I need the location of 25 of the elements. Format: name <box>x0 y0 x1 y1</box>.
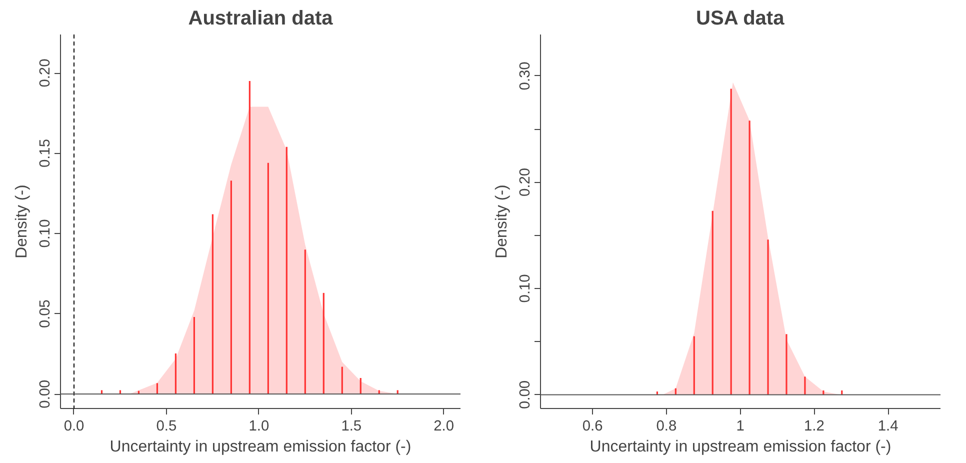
x-axis-title: Uncertainty in upstream emission factor (-) <box>110 438 412 456</box>
y-tick-label: 0.10 <box>518 274 534 303</box>
x-tick-label: 2.0 <box>434 418 454 434</box>
chart-title: Australian data <box>188 8 334 30</box>
y-tick-label: 0.30 <box>518 62 534 90</box>
y-tick-label: 0.00 <box>38 380 54 408</box>
y-tick-label: 0.05 <box>38 300 54 328</box>
x-tick-label: 1.5 <box>341 418 362 434</box>
y-tick-label: 0.15 <box>38 139 54 168</box>
x-tick-label: 1.4 <box>878 418 898 434</box>
x-tick-label: 1.0 <box>248 418 270 434</box>
y-tick-label: 0.20 <box>38 58 54 88</box>
y-axis-title: Density (-) <box>494 184 510 258</box>
x-tick-label: 0.5 <box>156 418 177 434</box>
x-tick-label: 0.0 <box>64 418 84 434</box>
x-tick-label: 0.8 <box>656 418 677 434</box>
y-tick-label: 0.00 <box>518 380 534 409</box>
y-axis-title: Density (-) <box>14 184 30 258</box>
x-axis-title: Uncertainty in upstream emission factor (-) <box>590 438 892 456</box>
y-tick-label: 0.20 <box>518 168 534 196</box>
x-tick-label: 1.2 <box>804 418 824 434</box>
y-tick-label: 0.10 <box>38 219 54 248</box>
x-tick-label: 1 <box>736 418 744 434</box>
chart-title: USA data <box>696 8 786 30</box>
x-tick-label: 0.6 <box>582 418 603 434</box>
